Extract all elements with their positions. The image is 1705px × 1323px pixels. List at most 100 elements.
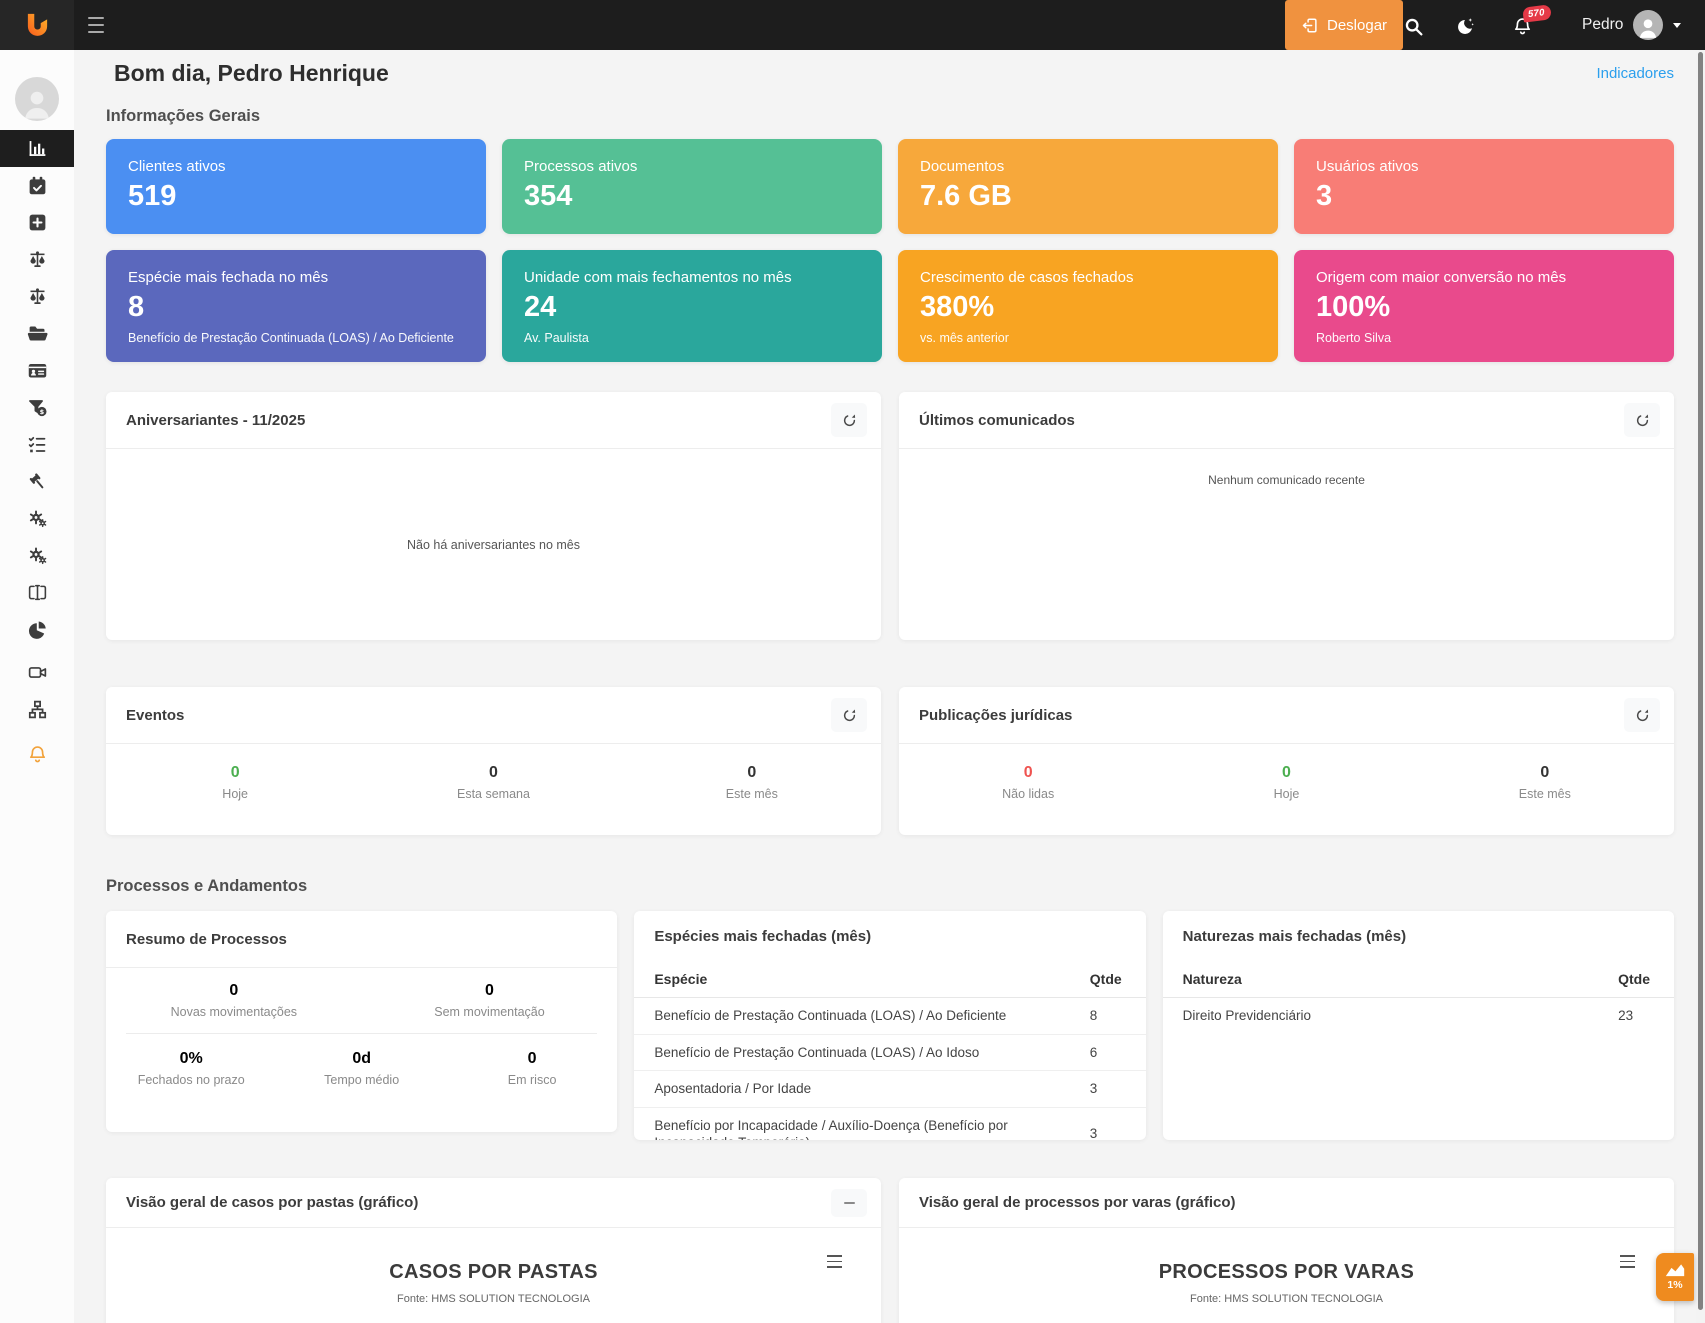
sidebar-item-folders[interactable] (0, 315, 74, 352)
stat-value: 0d (352, 1050, 371, 1067)
column-header: Qtde (1083, 961, 1146, 998)
stat-closed-on-time: 0% Fechados no prazo (106, 1050, 276, 1087)
column-header: Qtde (1612, 961, 1674, 998)
video-camera-icon (28, 667, 46, 678)
user-menu[interactable]: Pedro (1582, 0, 1682, 50)
app-logo[interactable] (0, 0, 74, 50)
menu-toggle-icon[interactable] (88, 17, 106, 33)
scrollbar-thumb[interactable] (1698, 52, 1703, 1310)
bar-chart-icon (29, 141, 45, 156)
scale-balance-icon (29, 251, 45, 267)
person-icon (25, 91, 49, 119)
table-row[interactable]: Aposentadoria / Por Idade 3 (634, 1070, 1146, 1108)
floating-stats-widget[interactable]: 1% (1656, 1253, 1694, 1301)
refresh-button[interactable] (1624, 403, 1660, 437)
chart-menu-icon[interactable] (1620, 1255, 1636, 1268)
sidebar-item-dashboard[interactable] (0, 130, 74, 167)
kpi-card-top-origin[interactable]: Origem com maior conversão no mês 100% R… (1294, 250, 1674, 362)
stat-label: Novas movimentações (170, 1005, 298, 1019)
refresh-icon (1636, 709, 1648, 721)
cases-by-folder-chart-panel: Visão geral de casos por pastas (gráfico… (106, 1178, 881, 1323)
sidebar-item-organization[interactable] (0, 691, 74, 728)
widget-label: 1% (1667, 1279, 1683, 1291)
kpi-card-documents[interactable]: Documentos 7.6 GB (898, 139, 1278, 234)
sidebar-avatar[interactable] (15, 77, 59, 121)
kpi-label: Processos ativos (524, 158, 638, 175)
sidebar-item-video[interactable] (0, 654, 74, 691)
refresh-button[interactable] (831, 698, 867, 732)
sidebar-item-contacts[interactable] (0, 352, 74, 389)
gavel-icon (29, 473, 43, 489)
refresh-button[interactable] (1624, 698, 1660, 732)
kpi-label: Usuários ativos (1316, 158, 1419, 175)
kpi-card-top-species[interactable]: Espécie mais fechada no mês 8 Benefício … (106, 250, 486, 362)
gears-icon (29, 510, 46, 528)
panel-title: Visão geral de casos por pastas (gráfico… (126, 1194, 419, 1211)
kpi-card-top-unit[interactable]: Unidade com mais fechamentos no mês 24 A… (502, 250, 882, 362)
dark-mode-toggle[interactable] (1452, 14, 1476, 38)
vertical-scrollbar[interactable] (1696, 50, 1705, 1323)
sidebar: $ (0, 50, 74, 1323)
sidebar-item-settings-2[interactable] (0, 537, 74, 574)
table-row[interactable]: Benefício de Prestação Continuada (LOAS)… (634, 1034, 1146, 1072)
table-row[interactable]: Benefício por Incapacidade / Auxílio-Doe… (634, 1107, 1146, 1140)
kpi-sublabel: vs. mês anterior (920, 331, 1009, 346)
section-processes: Processos e Andamentos (106, 877, 308, 895)
chart-source: Fonte: HMS SOLUTION TECNOLOGIA (397, 1293, 590, 1305)
sidebar-item-legal-cases-2[interactable] (0, 278, 74, 315)
sidebar-item-agenda[interactable] (0, 167, 74, 204)
collapse-button[interactable] (831, 1188, 867, 1217)
sidebar-item-text-editor[interactable] (0, 574, 74, 611)
sidebar-item-reports[interactable] (0, 611, 74, 648)
birthdays-panel: Aniversariantes - 11/2025 Não há anivers… (106, 392, 881, 640)
page-title: Bom dia, Pedro Henrique (114, 60, 389, 86)
column-header: Espécie (634, 961, 1084, 998)
kpi-card-active-users[interactable]: Usuários ativos 3 (1294, 139, 1674, 234)
panel-title: Eventos (126, 706, 185, 724)
kpi-card-active-cases[interactable]: Processos ativos 354 (502, 139, 882, 234)
sidebar-item-notifications[interactable] (0, 736, 74, 773)
stat-label: Fechados no prazo (137, 1073, 245, 1087)
stat-events-month: 0 Este mês (623, 764, 881, 801)
logout-label: Deslogar (1327, 16, 1388, 34)
kpi-card-active-clients[interactable]: Clientes ativos 519 (106, 139, 486, 234)
empty-message: Nenhum comunicado recente (1208, 473, 1365, 487)
stat-value: 0 (489, 764, 498, 781)
stat-label: Tempo médio (324, 1073, 400, 1087)
table-row[interactable]: Benefício de Prestação Continuada (LOAS)… (634, 997, 1146, 1035)
scale-balance-icon (29, 288, 45, 304)
stat-label: Sem movimentação (434, 1005, 545, 1019)
stat-label: Hoje (1273, 787, 1300, 801)
chart-title: CASOS POR PASTAS (389, 1261, 598, 1283)
bell-icon (29, 746, 45, 763)
table-row[interactable]: Direito Previdenciário 23 (1182, 1008, 1634, 1023)
refresh-button[interactable] (831, 403, 867, 437)
process-summary-panel: Resumo de Processos 0 Novas movimentaçõe… (106, 911, 618, 1132)
sidebar-item-add-new[interactable] (0, 204, 74, 241)
panel-title: Visão geral de processos por varas (gráf… (919, 1194, 1236, 1211)
kpi-card-closed-growth[interactable]: Crescimento de casos fechados 380% vs. m… (898, 250, 1278, 362)
kpi-value: 100% (1316, 291, 1391, 324)
sidebar-item-tasks[interactable] (0, 426, 74, 463)
indicators-link[interactable]: Indicadores (1596, 65, 1674, 82)
stat-events-week: 0 Esta semana (364, 764, 622, 801)
stat-new-movements: 0 Novas movimentações (106, 982, 362, 1019)
minus-icon (843, 1201, 855, 1204)
notification-badge: 570 (1522, 4, 1552, 23)
stat-no-movement: 0 Sem movimentação (362, 982, 618, 1019)
stat-label: Este mês (1518, 787, 1571, 801)
section-general-info: Informações Gerais (106, 107, 261, 125)
sidebar-item-hearings[interactable] (0, 463, 74, 500)
logout-button[interactable]: Deslogar (1285, 0, 1404, 50)
kpi-label: Espécie mais fechada no mês (128, 269, 329, 286)
search-button[interactable] (1401, 14, 1425, 38)
sidebar-item-financial-filter[interactable]: $ (0, 389, 74, 426)
notifications-button[interactable]: 570 (1510, 4, 1552, 38)
stat-value: 0 (747, 764, 757, 781)
sidebar-item-legal-cases[interactable] (0, 241, 74, 278)
sidebar-item-settings[interactable] (0, 500, 74, 537)
kpi-label: Clientes ativos (128, 158, 226, 175)
folder-open-icon (27, 326, 48, 341)
text-input-icon (28, 584, 46, 601)
chart-menu-icon[interactable] (827, 1255, 843, 1268)
